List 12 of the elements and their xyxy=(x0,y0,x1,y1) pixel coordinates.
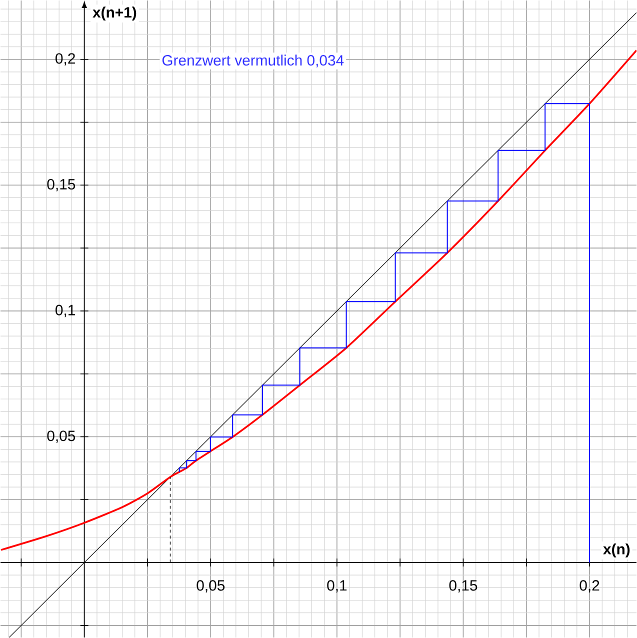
y-tick-label: 0,1 xyxy=(56,304,75,318)
y-tick-label: 0,15 xyxy=(47,178,76,192)
x-tick-label: 0,15 xyxy=(449,580,478,592)
line-series xyxy=(178,103,590,564)
x-axis-title: x(n) xyxy=(603,543,630,558)
y-axis-title: x(n+1) xyxy=(92,6,136,21)
y-tick-label: 0,2 xyxy=(56,53,75,66)
x-tick-label: 0,05 xyxy=(196,580,225,592)
x-tick-label: 0,2 xyxy=(580,580,600,592)
y-tick-label: 0,05 xyxy=(47,430,76,443)
x-tick-label: 0,1 xyxy=(327,580,347,592)
annotation: Grenzwert vermutlich 0,034 xyxy=(162,54,344,68)
